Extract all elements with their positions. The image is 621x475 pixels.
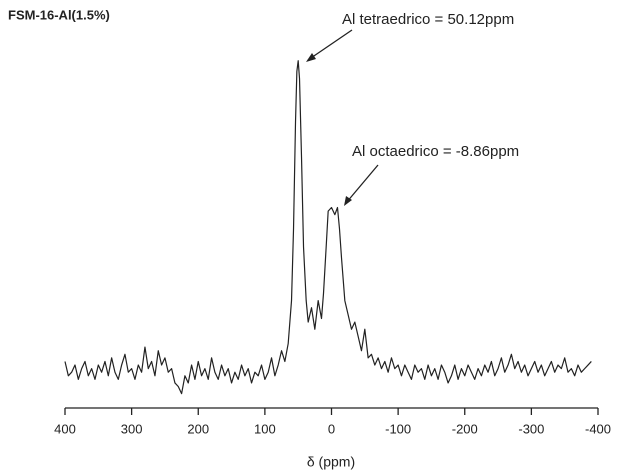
annotation: Al octaedrico = -8.86ppm [352, 143, 519, 160]
x-tick-label: -400 [585, 421, 611, 436]
x-tick-label: 300 [121, 421, 143, 436]
arrow-head [344, 196, 352, 206]
x-tick-label: 100 [254, 421, 276, 436]
x-tick-label: -200 [452, 421, 478, 436]
x-tick-label: 200 [187, 421, 209, 436]
x-tick-label: 400 [54, 421, 76, 436]
annotation-arrow [307, 29, 353, 61]
x-tick-label: 0 [328, 421, 335, 436]
annotation: Al tetraedrico = 50.12ppm [342, 11, 514, 28]
x-axis-label: δ (ppm) [307, 454, 355, 470]
spectrum-line [64, 60, 592, 395]
x-tick-label: -100 [385, 421, 411, 436]
annotation-arrow [345, 164, 379, 204]
arrow-head [306, 53, 316, 62]
x-tick-label: -300 [518, 421, 544, 436]
chart-title: FSM-16-Al(1.5%) [8, 7, 110, 22]
